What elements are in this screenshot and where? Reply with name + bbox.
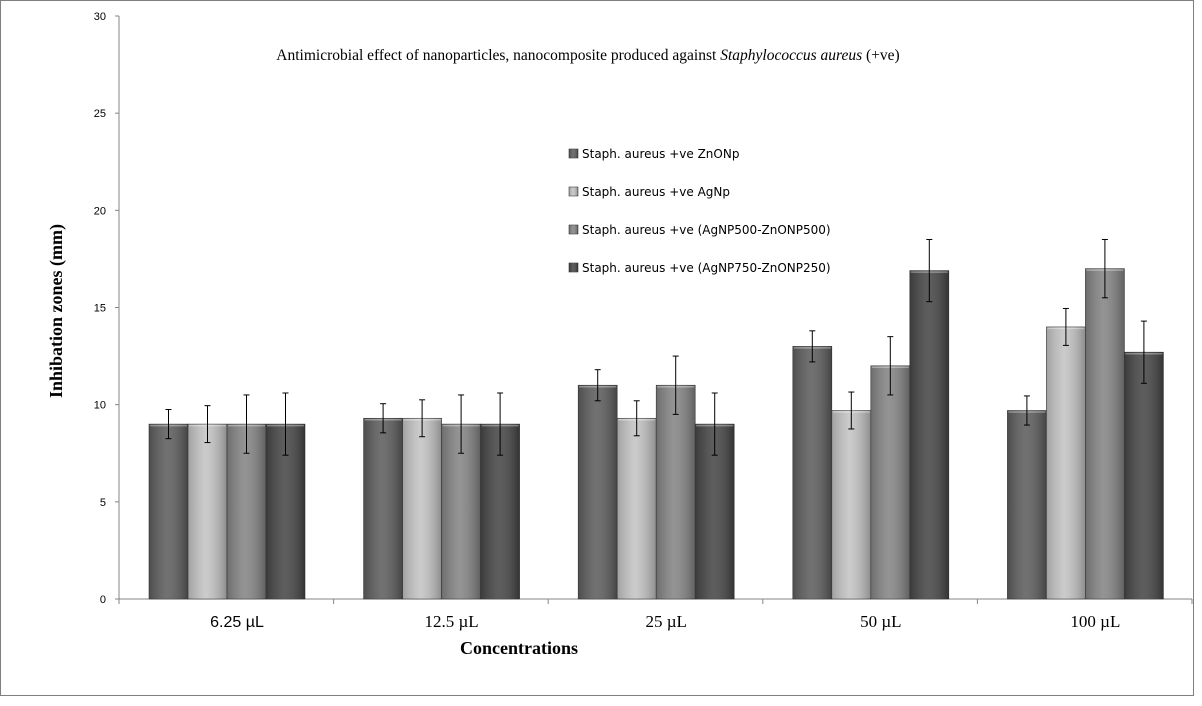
bar (187, 423, 228, 600)
y-tick-label: 20 (94, 205, 106, 217)
bar-shade (1085, 268, 1125, 599)
bar-shade (1007, 410, 1047, 599)
bar (1007, 410, 1047, 600)
error-bar (887, 336, 894, 396)
bar-shade (831, 410, 871, 599)
chart-title-suffix: (+ve) (862, 47, 900, 64)
error-bar (204, 405, 211, 444)
bar (616, 417, 657, 600)
chart-title-organism: Staphylococcus aureus (720, 47, 862, 64)
bar (148, 423, 189, 600)
legend-swatch-shade (569, 149, 578, 158)
x-tick-label: 50 µL (860, 612, 901, 631)
error-bar (165, 409, 172, 440)
error-bar (380, 403, 387, 434)
error-bar (711, 392, 718, 456)
bar (831, 410, 872, 600)
bar-shade (617, 418, 657, 599)
chart-frame: 0 5 10 15 20 25 30 6.25 µL 12.5 µL 25 µL 50 µL 100… (0, 0, 1194, 696)
x-tick-label: 25 µL (645, 612, 686, 631)
bar-shade (1124, 352, 1164, 599)
legend-label: Staph. aureus +ve ZnONp (582, 147, 739, 161)
bar-shade (1046, 326, 1086, 599)
error-bar (809, 330, 816, 363)
legend-item: Staph. aureus +ve (AgNP500-ZnONP500) (568, 223, 831, 237)
legend-swatch-shade (569, 187, 578, 196)
error-bar (243, 394, 250, 454)
bar (1124, 351, 1164, 600)
legend-swatch-shade (569, 263, 578, 272)
legend-label: Staph. aureus +ve AgNp (582, 185, 730, 199)
error-bar (282, 392, 289, 456)
error-bar (1140, 320, 1147, 384)
error-bar (926, 238, 933, 303)
error-bar (633, 400, 640, 437)
bar-shade (188, 424, 227, 599)
error-bar (1023, 395, 1030, 426)
error-bar (419, 399, 426, 438)
legend-label: Staph. aureus +ve (AgNP750-ZnONP250) (582, 261, 831, 275)
y-tick-label: 5 (100, 497, 106, 509)
legend-swatch-shade (569, 225, 578, 234)
legend-label: Staph. aureus +ve (AgNP500-ZnONP500) (582, 223, 831, 237)
chart-title-main: Antimicrobial effect of nanoparticles, n… (276, 47, 720, 64)
bar-shade (656, 385, 696, 599)
legend-item: Staph. aureus +ve ZnONp (568, 147, 739, 161)
category-labels: 6.25 µL 12.5 µL 25 µL 50 µL 100 µL (210, 612, 1120, 631)
bar (577, 384, 618, 600)
legend-item: Staph. aureus +ve (AgNP750-ZnONP250) (568, 261, 831, 275)
bar-shade (909, 270, 949, 599)
bar (363, 417, 403, 600)
y-tick-label: 15 (94, 303, 106, 315)
y-axis: 0 5 10 15 20 25 30 (94, 11, 120, 606)
bar-series-group (148, 268, 1164, 600)
error-bar (458, 394, 465, 454)
bar-shade (578, 385, 618, 599)
y-axis-title: Inhibation zones (mm) (46, 224, 67, 398)
error-bar (1062, 307, 1069, 346)
x-tick-label: 6.25 µL (210, 614, 264, 631)
x-tick-label: 100 µL (1070, 612, 1120, 631)
bar (909, 270, 950, 600)
bar (1085, 268, 1125, 600)
x-axis-title: Concentrations (460, 638, 578, 658)
y-tick-label: 30 (94, 11, 106, 23)
error-bar-group (165, 238, 1147, 456)
bar (402, 417, 442, 600)
x-axis (118, 598, 1193, 604)
error-bar (672, 355, 679, 415)
bar (792, 346, 833, 600)
error-bar (497, 392, 504, 456)
error-bar (594, 369, 601, 402)
legend-item: Staph. aureus +ve AgNp (568, 185, 730, 199)
bar-chart: 0 5 10 15 20 25 30 6.25 µL 12.5 µL 25 µL 50 µL 100… (46, 11, 1193, 658)
bar-shade (792, 346, 832, 599)
bar-shade (149, 424, 188, 599)
bar (655, 384, 696, 600)
bar (1046, 326, 1086, 600)
x-tick-label: 12.5 µL (425, 612, 479, 631)
bar-shade (363, 418, 403, 599)
bar-shade (402, 418, 442, 599)
y-tick-label: 10 (94, 400, 106, 412)
bar (480, 423, 520, 600)
error-bar (1101, 238, 1108, 299)
bar (870, 365, 911, 600)
y-tick-label: 25 (94, 108, 106, 120)
legend: Staph. aureus +ve ZnONp Staph. aureus +ve… (568, 147, 831, 275)
y-tick-label: 0 (100, 594, 106, 606)
error-bar (848, 391, 855, 430)
chart-title: Antimicrobial effect of nanoparticles, n… (276, 47, 899, 64)
bar-shade (870, 365, 910, 599)
